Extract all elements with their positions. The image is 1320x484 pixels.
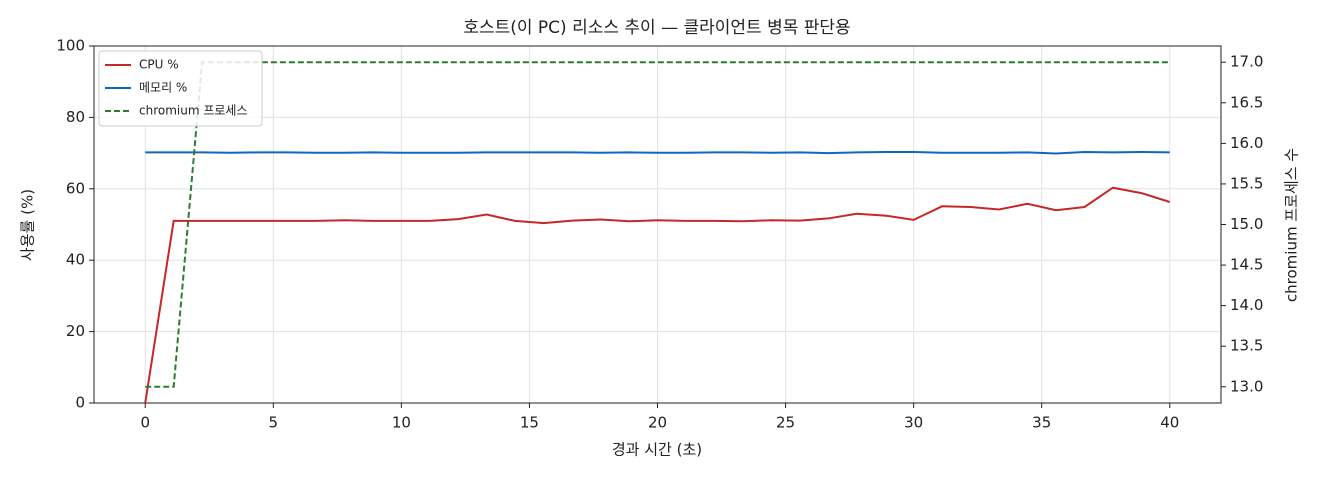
- series-line: [144, 186, 1171, 404]
- y2-tick-label: 15.0: [1230, 215, 1263, 233]
- y-tick-label: 20: [66, 322, 85, 340]
- legend-label: CPU %: [139, 58, 179, 72]
- y2-tick-label: 15.5: [1230, 174, 1263, 192]
- x-tick-label: 30: [904, 414, 923, 432]
- y-tick-label: 0: [75, 394, 85, 412]
- legend-box: [98, 50, 263, 127]
- y2-tick-label: 13.0: [1230, 377, 1263, 395]
- x-tick-label: 20: [648, 414, 667, 432]
- y2-tick-label: 16.0: [1230, 134, 1263, 152]
- y-axis-label: 사용률 (%): [19, 189, 37, 261]
- y-tick-label: 60: [66, 179, 85, 197]
- y-tick-label: 80: [66, 108, 85, 126]
- plot-frame: [93, 45, 1222, 404]
- x-tick-label: 40: [1160, 414, 1179, 432]
- y-tick-label: 100: [56, 37, 85, 55]
- y2-axis-label: chromium 프로세스 수: [1283, 148, 1301, 302]
- legend-label: 메모리 %: [139, 81, 187, 95]
- y2-tick-label: 14.5: [1230, 256, 1263, 274]
- y-tick-label: 40: [66, 251, 85, 269]
- x-axis-label: 경과 시간 (초): [612, 441, 702, 459]
- x-tick-label: 10: [392, 414, 411, 432]
- y2-tick-label: 14.0: [1230, 296, 1263, 314]
- legend-label: chromium 프로세스: [139, 104, 248, 118]
- x-tick-label: 5: [269, 414, 279, 432]
- y2-tick-label: 16.5: [1230, 93, 1263, 111]
- series-line: [145, 151, 1170, 155]
- chart-title: 호스트(이 PC) 리소스 추이 — 클라이언트 병목 판단용: [463, 18, 850, 38]
- x-tick-label: 15: [520, 414, 539, 432]
- y2-tick-label: 17.0: [1230, 53, 1263, 71]
- x-tick-label: 25: [776, 414, 795, 432]
- x-tick-label: 0: [140, 414, 150, 432]
- series-line: [145, 61, 1170, 388]
- x-tick-label: 35: [1032, 414, 1051, 432]
- y2-tick-label: 13.5: [1230, 337, 1263, 355]
